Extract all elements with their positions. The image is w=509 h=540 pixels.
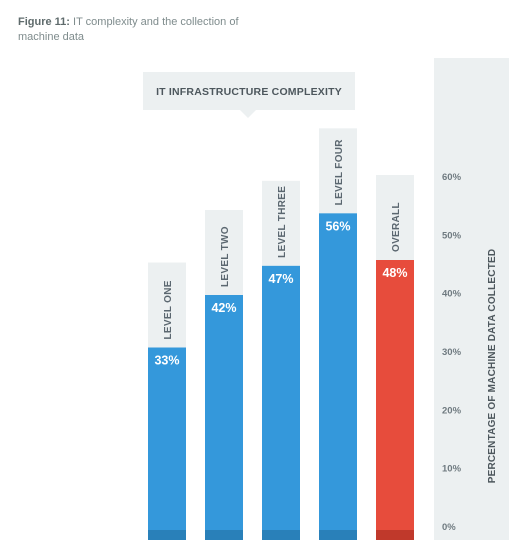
bar-level-three — [262, 265, 300, 540]
y-tick-label: 60% — [442, 172, 462, 183]
bar-level-one — [148, 347, 186, 540]
category-label-level-one: LEVEL ONE — [163, 280, 174, 339]
y-axis-title: PERCENTAGE OF MACHINE DATA COLLECTED — [487, 249, 498, 484]
figure-title: IT complexity and the collection of mach… — [18, 16, 239, 43]
category-label-level-three: LEVEL THREE — [277, 186, 288, 258]
y-tick-label: 40% — [442, 289, 462, 300]
bar-base-level-three — [262, 530, 300, 540]
value-label-overall: 48% — [382, 266, 407, 280]
bar-base-level-one — [148, 530, 186, 540]
value-label-level-one: 33% — [154, 354, 179, 368]
bar-level-two — [205, 295, 243, 540]
bar-base-level-two — [205, 530, 243, 540]
bar-base-level-four — [319, 530, 357, 540]
group-title-callout: IT INFRASTRUCTURE COMPLEXITY — [143, 72, 355, 118]
value-label-level-two: 42% — [211, 301, 236, 315]
figure-caption: Figure 11: IT complexity and the collect… — [18, 15, 248, 45]
y-tick-label: 30% — [442, 347, 462, 358]
category-label-level-four: LEVEL FOUR — [334, 139, 345, 206]
y-tick-label: 20% — [442, 405, 462, 416]
callout-box — [143, 72, 355, 110]
callout-pointer — [240, 110, 256, 118]
y-axis-panel — [434, 58, 509, 540]
bar-overall — [376, 260, 414, 540]
value-label-level-four: 56% — [325, 219, 350, 233]
value-label-level-three: 47% — [268, 272, 293, 286]
bar-level-four — [319, 213, 357, 540]
figure-label: Figure 11: — [18, 16, 70, 28]
y-tick-label: 0% — [442, 522, 456, 533]
category-label-level-two: LEVEL TWO — [220, 226, 231, 287]
group-title: IT INFRASTRUCTURE COMPLEXITY — [156, 86, 342, 98]
y-tick-label: 50% — [442, 230, 462, 241]
bars-layer: 33% LEVEL ONE 42% LEVEL TWO 47% LEVEL THREE 56… — [148, 128, 414, 540]
y-tick-label: 10% — [442, 464, 462, 475]
bar-base-overall — [376, 530, 414, 540]
category-label-overall: OVERALL — [391, 202, 402, 252]
y-axis: 0% 10% 20% 30% 40% 50% 60% — [442, 172, 462, 533]
